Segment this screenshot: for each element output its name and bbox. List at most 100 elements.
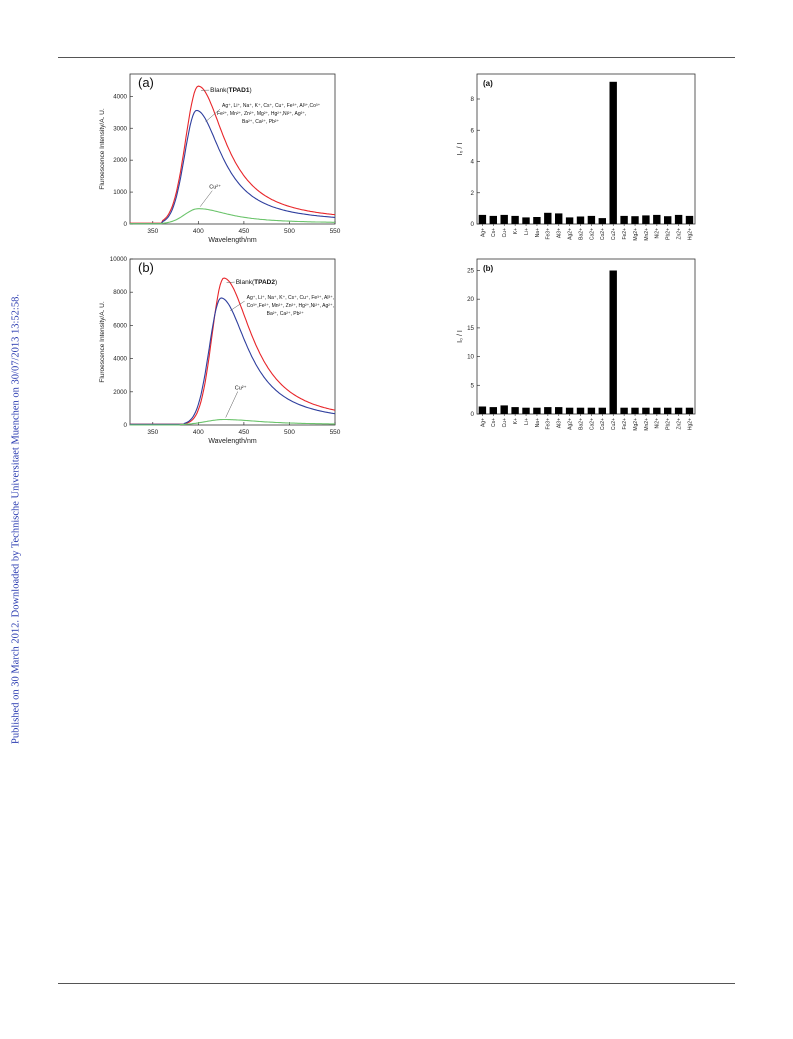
bar-Ba2+ bbox=[576, 216, 585, 224]
x-tick-label: Ag2+ bbox=[567, 228, 573, 240]
cu2-leader bbox=[225, 391, 239, 418]
x-tick-label: Al3+ bbox=[557, 418, 563, 428]
bar-Ca2+ bbox=[587, 215, 596, 224]
y-tick-label: 1000 bbox=[113, 189, 127, 196]
x-tick-label: Hg2+ bbox=[687, 418, 693, 430]
y-tick-label: 6 bbox=[471, 127, 475, 134]
y-tick-label: 8 bbox=[471, 96, 475, 103]
x-tick-label: 350 bbox=[147, 228, 158, 235]
ions-label-line: Ag⁺, Li⁺, Na⁺, K⁺, Cs⁺, Cu⁺, Fe³⁺, Al³⁺,… bbox=[222, 103, 321, 109]
bar-Mg2+ bbox=[631, 407, 639, 414]
cu2-label: Cu²⁺ bbox=[235, 385, 247, 392]
bar-Ag+ bbox=[478, 214, 487, 224]
y-axis-label: I₀ / I bbox=[457, 330, 464, 343]
x-tick-label: 450 bbox=[238, 228, 249, 235]
bar-Li+ bbox=[522, 217, 530, 224]
ions-leader bbox=[230, 300, 245, 311]
plot-frame bbox=[476, 73, 696, 225]
quenched-ions-curve bbox=[130, 297, 336, 425]
y-tick-label: 0 bbox=[124, 422, 128, 429]
y-tick-label: 8000 bbox=[113, 289, 127, 296]
x-tick-label: 500 bbox=[284, 429, 295, 436]
spectrum-chart-b: 350 400 450 500 550 0 2000 4000 6000 8000 10000 Wav… bbox=[99, 256, 341, 445]
cu2-label: Cu²⁺ bbox=[209, 184, 221, 191]
bar-Zn2+ bbox=[674, 407, 683, 414]
ions-label-line: Co³⁺,Fe²⁺, Mn²⁺, Zn²⁺, Hg²⁺,Ni²⁺, Ag²⁺, bbox=[247, 303, 334, 309]
x-tick-label: Ag+ bbox=[480, 418, 486, 427]
x-tick-label: Ag+ bbox=[480, 228, 486, 237]
x-tick-label: Ni2+ bbox=[655, 418, 661, 429]
x-tick-label: 550 bbox=[330, 429, 341, 436]
x-tick-label: Al3+ bbox=[557, 228, 563, 238]
bar-Cs+ bbox=[489, 215, 497, 224]
x-tick-label: Mn2+ bbox=[644, 228, 650, 241]
y-tick-label: 3000 bbox=[113, 125, 127, 132]
x-tick-label: Na+ bbox=[535, 418, 541, 427]
bar-Mn2+ bbox=[642, 407, 650, 414]
y-tick-label: 10000 bbox=[110, 256, 128, 263]
x-tick-label: Fe2+ bbox=[622, 228, 628, 240]
bar-Ag2+ bbox=[565, 217, 574, 224]
x-tick-label: Na+ bbox=[535, 228, 541, 237]
quenched-ions-curve bbox=[130, 109, 336, 225]
bottom-rule bbox=[58, 983, 735, 984]
x-tick-label: Zn2+ bbox=[676, 418, 682, 430]
x-tick-label: Zn2+ bbox=[676, 228, 682, 240]
panel-label: (b) bbox=[483, 264, 494, 273]
x-axis-label: Wavelength/nm bbox=[208, 438, 257, 445]
y-tick-label: 2000 bbox=[113, 389, 127, 396]
cu2-curve bbox=[130, 208, 335, 225]
bar-Co2+ bbox=[598, 218, 606, 224]
y-tick-label: 0 bbox=[471, 221, 475, 228]
x-tick-label: 500 bbox=[284, 228, 295, 235]
y-tick-label: 20 bbox=[467, 296, 474, 303]
y-tick-label: 6000 bbox=[113, 322, 127, 329]
y-tick-label: 10 bbox=[467, 354, 474, 361]
x-axis-label: Wavelength/nm bbox=[208, 237, 257, 244]
plot-frame bbox=[129, 258, 336, 426]
y-tick-label: 25 bbox=[467, 267, 474, 274]
x-tick-label: Ni2+ bbox=[655, 228, 661, 239]
bar-Fe3+ bbox=[544, 407, 552, 414]
bar-Cu2+ bbox=[609, 270, 617, 414]
ratio-chart-a: 0 2 4 6 8 I₀ / I (a) Ag+ Cs+ Cu+ K+ Li+ Na+ Fe3+ Al3+ A… bbox=[457, 73, 696, 241]
x-tick-label: Co2+ bbox=[600, 418, 606, 430]
blank-label: Blank(TPAD1) bbox=[210, 87, 251, 94]
y-axis-label: Fluroescence Intensity/A. U. bbox=[99, 301, 106, 382]
bar-Fe3+ bbox=[544, 212, 552, 225]
y-tick-label: 4 bbox=[471, 159, 475, 166]
x-tick-label: 400 bbox=[193, 228, 204, 235]
ratio-chart-b: 0 5 10 15 20 25 I₀ / I (b) Ag+ Cs+ Cu+ K+ Li+ Na+ Fe3+… bbox=[457, 258, 696, 431]
y-tick-label: 5 bbox=[471, 382, 475, 389]
bar-Na+ bbox=[533, 407, 541, 414]
x-tick-label: Fe3+ bbox=[546, 228, 552, 240]
x-tick-label: Co2+ bbox=[600, 228, 606, 240]
bar-Fe2+ bbox=[620, 215, 628, 224]
bar-Ca2+ bbox=[587, 407, 596, 414]
x-tick-label: Cs+ bbox=[491, 418, 497, 427]
x-tick-label: Fe2+ bbox=[622, 418, 628, 430]
top-rule bbox=[58, 57, 735, 58]
bar-Mg2+ bbox=[631, 216, 639, 224]
bar-Ba2+ bbox=[576, 407, 585, 414]
bar-Hg2+ bbox=[685, 215, 694, 224]
bar-K+ bbox=[511, 407, 519, 414]
panel-label: (b) bbox=[138, 260, 154, 275]
x-tick-label: Cu2+ bbox=[611, 418, 617, 430]
bar-Pb2+ bbox=[664, 216, 672, 224]
download-notice-text: Published on 30 March 2012. Downloaded b… bbox=[10, 294, 22, 744]
x-tick-label: Cs+ bbox=[491, 228, 497, 237]
x-tick-label: 550 bbox=[330, 228, 341, 235]
panel-label: (a) bbox=[138, 75, 154, 90]
y-tick-label: 4000 bbox=[113, 93, 127, 100]
x-tick-label: Ca2+ bbox=[589, 418, 595, 430]
bar-Ni2+ bbox=[653, 407, 661, 414]
cu2-curve bbox=[130, 418, 335, 426]
panel-label: (a) bbox=[483, 79, 493, 88]
x-tick-label: 350 bbox=[147, 429, 158, 436]
x-tick-label: 450 bbox=[238, 429, 249, 436]
bar-Cu+ bbox=[500, 214, 508, 224]
y-tick-label: 2 bbox=[471, 190, 475, 197]
bar-Zn2+ bbox=[674, 214, 683, 224]
bar-Hg2+ bbox=[685, 407, 694, 414]
